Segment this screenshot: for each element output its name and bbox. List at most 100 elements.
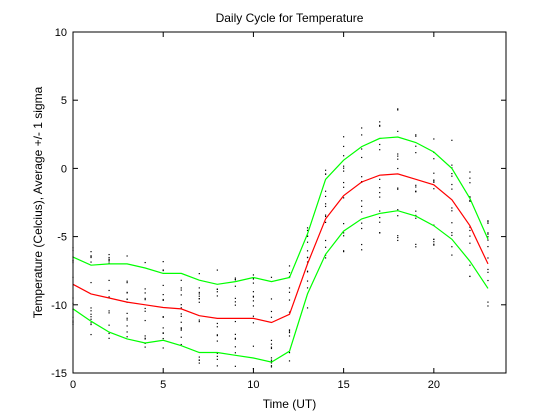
scatter-point	[361, 176, 363, 178]
scatter-point	[90, 323, 92, 326]
scatter-point	[324, 195, 327, 198]
scatter-point	[90, 307, 92, 309]
scatter-point	[451, 175, 453, 177]
scatter-point	[324, 203, 327, 205]
scatter-point	[487, 257, 489, 259]
scatter-point	[144, 310, 146, 312]
scatter-point	[198, 291, 200, 294]
scatter-point	[451, 222, 453, 224]
scatter-point	[361, 148, 363, 150]
scatter-point	[126, 319, 128, 321]
scatter-point	[288, 329, 291, 331]
scatter-point	[270, 362, 273, 364]
scatter-point	[252, 322, 255, 324]
y-axis-title: Temperature (Celcius), Average +/- 1 sig…	[31, 86, 45, 318]
scatter-point	[270, 360, 273, 362]
scatter-point	[90, 318, 92, 320]
scatter-point	[324, 257, 327, 259]
scatter-point	[306, 229, 309, 232]
scatter-point	[487, 279, 489, 282]
scatter-point	[415, 152, 417, 154]
scatter-point	[379, 196, 381, 198]
scatter-point	[180, 321, 182, 323]
y-tick-label: 10	[55, 27, 67, 39]
scatter-point	[306, 261, 309, 263]
scatter-point	[216, 291, 218, 293]
scatter-point	[108, 262, 110, 264]
series-line-lower	[72, 210, 489, 363]
scatter-point	[397, 153, 399, 155]
scatter-point	[180, 328, 182, 330]
scatter-point	[126, 312, 128, 314]
scatter-point	[144, 335, 146, 337]
scatter-point	[306, 256, 309, 259]
scatter-point	[162, 261, 164, 263]
scatter-point	[415, 217, 417, 219]
scatter-point	[216, 269, 218, 271]
y-tick-label: 0	[61, 163, 67, 175]
scatter-point	[162, 316, 164, 318]
scatter-point	[108, 253, 110, 256]
scatter-point	[216, 358, 218, 360]
scatter-point	[126, 325, 128, 327]
scatter-point	[108, 332, 110, 335]
scatter-point	[433, 138, 435, 140]
scatter-point	[379, 221, 381, 223]
scatter-point	[234, 279, 236, 281]
scatter-point	[379, 210, 381, 212]
y-tick-label: -5	[57, 232, 67, 244]
scatter-point	[126, 255, 128, 257]
scatter-point	[469, 226, 471, 228]
scatter-point	[379, 178, 381, 180]
scatter-point	[216, 334, 218, 336]
scatter-point	[270, 359, 273, 361]
scatter-point	[379, 121, 381, 123]
scatter-point	[361, 211, 363, 213]
scatter-point	[90, 316, 92, 318]
scatter-point	[216, 334, 218, 337]
scatter-point	[451, 234, 453, 236]
scatter-point	[216, 365, 218, 367]
scatter-point	[288, 311, 291, 313]
scatter-point	[252, 274, 255, 276]
scatter-point	[397, 155, 399, 157]
scatter-point	[144, 338, 146, 340]
scatter-point	[324, 169, 327, 171]
scatter-point	[343, 165, 345, 167]
scatter-point	[487, 301, 489, 303]
scatter-point	[234, 365, 236, 367]
scatter-point	[90, 333, 92, 336]
scatter-point	[126, 317, 128, 319]
scatter-point	[108, 324, 110, 326]
scatter-point	[144, 307, 146, 310]
scatter-point	[324, 221, 327, 223]
x-tick-label: 15	[338, 379, 350, 391]
scatter-point	[234, 320, 236, 323]
scatter-point	[180, 294, 182, 296]
scatter-point	[270, 310, 273, 313]
scatter-point	[252, 282, 255, 284]
x-tick-label: 20	[428, 379, 440, 391]
scatter-point	[234, 333, 236, 335]
scatter-point	[216, 355, 218, 357]
scatter-point	[252, 291, 255, 293]
scatter-point	[180, 307, 182, 309]
scatter-point	[198, 321, 200, 323]
scatter-point	[180, 289, 182, 291]
scatter-point	[397, 158, 399, 160]
scatter-point	[379, 187, 381, 189]
scatter-point	[415, 243, 417, 245]
scatter-point	[433, 241, 435, 243]
scatter-point	[487, 271, 489, 273]
scatter-point	[180, 304, 182, 306]
scatter-point	[469, 199, 471, 202]
scatter-point	[144, 319, 146, 322]
scatter-point	[288, 271, 291, 274]
scatter-point	[144, 297, 146, 300]
scatter-point	[108, 279, 110, 282]
scatter-point	[162, 337, 164, 340]
series-line-mean	[72, 173, 489, 324]
scatter-point	[361, 127, 363, 129]
scatter-point	[433, 244, 435, 246]
